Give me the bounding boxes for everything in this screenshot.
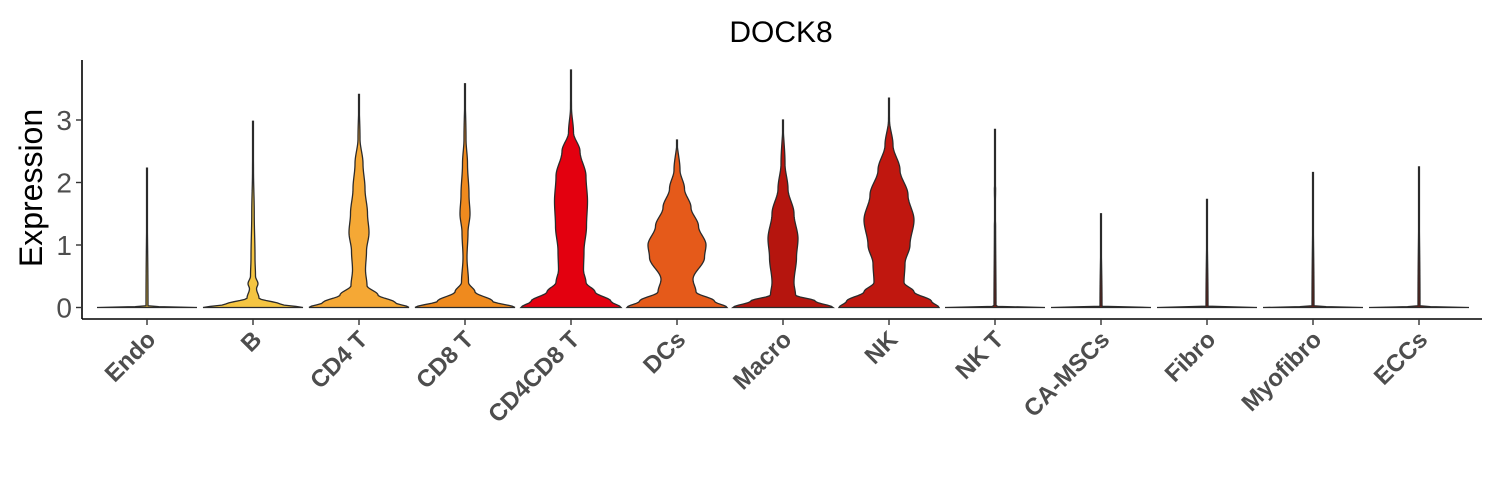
x-tick-label: ECCs: [1369, 326, 1433, 390]
x-tick-label: CD4 T: [305, 326, 373, 394]
violin-endo: [96, 167, 198, 309]
x-tick-label: Macro: [728, 326, 797, 395]
violin-b: [202, 120, 304, 309]
x-tick-label: Fibro: [1160, 326, 1222, 388]
violin-cd4cd8-t: [519, 69, 623, 309]
violin-dcs: [625, 139, 729, 309]
chart-title: DOCK8: [729, 16, 832, 49]
x-axis: Endo B CD4 T CD8 T CD4CD8 T DCs Macro NK NK T CA-…: [82, 318, 1482, 428]
x-tick-label: B: [236, 326, 267, 357]
x-tick-label: NK T: [951, 326, 1010, 385]
y-axis: 0 1 2 3: [56, 60, 83, 324]
violin-cd4-t: [308, 93, 410, 309]
x-tick-label: CA-MSCs: [1019, 326, 1115, 422]
violin-eccs: [1368, 166, 1470, 309]
y-tick-label: 3: [56, 105, 72, 136]
y-axis-label: Expression: [13, 109, 49, 267]
violin-fibro: [1156, 198, 1258, 309]
violin-nk: [837, 97, 941, 309]
violin-cd8-t: [414, 83, 516, 309]
violin-macro: [730, 119, 836, 309]
violin-myofibro: [1262, 171, 1364, 309]
y-tick-label: 2: [56, 168, 72, 199]
x-tick-label: DCs: [638, 326, 691, 379]
y-tick-label: 0: [56, 293, 72, 324]
y-tick-label: 1: [56, 230, 72, 261]
x-tick-label: Myofibro: [1237, 326, 1328, 417]
x-tick-label: Endo: [100, 326, 162, 388]
x-tick-label: CD4CD8 T: [483, 326, 585, 428]
violin-group: [96, 69, 1470, 309]
x-tick-label: NK: [860, 326, 904, 370]
violin-nk-t: [944, 128, 1046, 309]
x-tick-label: CD8 T: [411, 326, 479, 394]
violin-ca-mscs: [1050, 213, 1152, 309]
